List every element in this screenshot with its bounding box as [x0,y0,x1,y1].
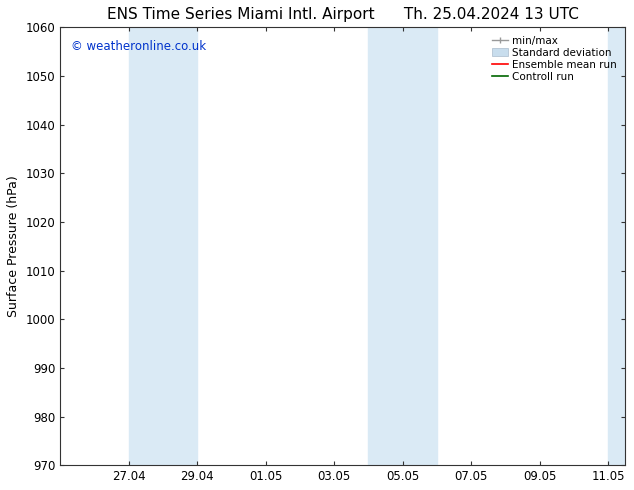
Text: © weatheronline.co.uk: © weatheronline.co.uk [72,40,207,53]
Bar [403,27,437,465]
Y-axis label: Surface Pressure (hPa): Surface Pressure (hPa) [7,175,20,317]
Bar [368,27,403,465]
Bar [608,27,625,465]
Title: ENS Time Series Miami Intl. Airport      Th. 25.04.2024 13 UTC: ENS Time Series Miami Intl. Airport Th. … [107,7,579,22]
Bar [163,27,197,465]
Legend: min/max, Standard deviation, Ensemble mean run, Controll run: min/max, Standard deviation, Ensemble me… [489,32,620,85]
Bar [129,27,163,465]
